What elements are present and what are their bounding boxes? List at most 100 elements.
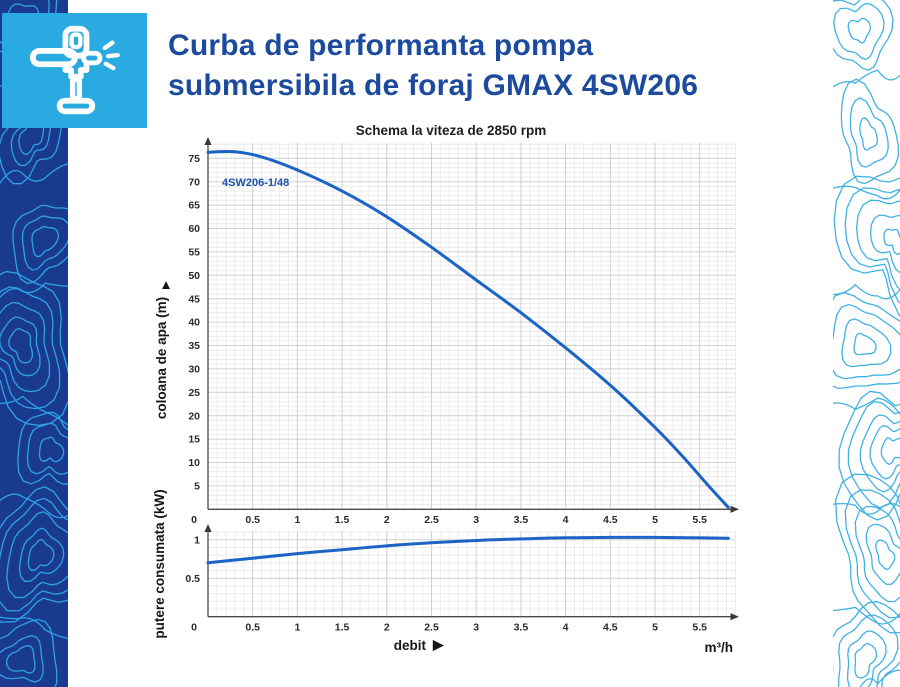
contour-line [0, 616, 68, 640]
x-tick-label: 3 [473, 622, 479, 634]
y-axis-arrow-head: ▲ [159, 277, 172, 292]
topo-contours-right [833, 0, 900, 687]
contour-line [27, 538, 55, 571]
axis-line [207, 529, 734, 618]
y-tick-label: 55 [188, 247, 200, 259]
x-axis-arrowhead [730, 505, 739, 513]
contour-line [8, 328, 33, 364]
series-curve [206, 149, 730, 509]
x-tick-label: 3.5 [514, 514, 529, 526]
impact-sprinkler-icon [29, 25, 120, 114]
contour-line [880, 437, 900, 466]
y-axis-label-power: putere consumata (kW) [152, 489, 167, 638]
x-axis-unit: m³/h [705, 640, 734, 655]
contour-line [12, 204, 68, 285]
contour-line [0, 635, 44, 683]
contour-line [869, 425, 900, 480]
contour-line [0, 486, 68, 623]
contour-line [883, 228, 900, 256]
contour-line [847, 17, 871, 44]
x-tick-label: 2 [384, 514, 390, 526]
contour-line [0, 301, 51, 393]
contour-line [833, 600, 900, 687]
contour-line [844, 187, 900, 304]
contour-line [0, 282, 68, 299]
charts-area: 0 0.5 1 1.5 2 2.5 3 3.5 4 4.5 5 5.5 5 10 15 20 25 30 35 40 4… [150, 112, 770, 667]
contour-line [875, 539, 896, 570]
grid-major [208, 143, 735, 510]
contour-line [833, 185, 900, 200]
contour-line [846, 630, 887, 687]
y-tick-label: 65 [188, 200, 200, 212]
y-tick-label: 35 [188, 340, 200, 352]
y-axis-arrowhead [204, 524, 212, 532]
contour-line [833, 303, 900, 380]
logo-badge [2, 13, 147, 128]
contour-line [833, 397, 900, 416]
x-tick-label: 0.5 [245, 622, 260, 634]
right-topo-pattern [833, 0, 900, 687]
x-tick-label: 5.5 [692, 622, 707, 634]
contour-line [834, 473, 900, 634]
x-tick-label: 2.5 [424, 622, 439, 634]
y-tick-label: 20 [188, 410, 200, 422]
x-axis-arrowhead [730, 613, 739, 621]
x-tick-label: 2 [384, 622, 390, 634]
chart-subtitle: Schema la viteza de 2850 rpm [356, 123, 547, 138]
x-axis-label: debit [394, 638, 427, 653]
contour-line [844, 489, 900, 619]
x-tick-label: 5 [652, 622, 658, 634]
contour-line [18, 527, 65, 582]
y-tick-label: 15 [188, 434, 200, 446]
x-tick-label: 5 [652, 514, 658, 526]
y-tick-label: 50 [188, 270, 200, 282]
grid-minor [208, 531, 736, 617]
contour-line [838, 390, 900, 521]
contour-line [865, 523, 900, 586]
x-tick-label: 1 [294, 514, 300, 526]
y-tick-label: 60 [188, 223, 200, 235]
x-tick-label: 3.5 [514, 622, 529, 634]
contour-line [833, 606, 900, 625]
y-axis-arrowhead [204, 137, 212, 145]
tick-labels-head-chart: 0 0.5 1 1.5 2 2.5 3 3.5 4 4.5 5 5.5 5 10 15 20 25 30 35 40 4… [188, 153, 707, 526]
contour-line [854, 505, 900, 603]
contour-line [31, 226, 60, 258]
contour-line [0, 618, 58, 687]
x-tick-label: 0.5 [245, 514, 260, 526]
y-tick-label: 0.5 [185, 573, 200, 585]
x-tick-label: 4 [563, 622, 569, 634]
contour-line [833, 0, 894, 71]
contour-line [840, 78, 900, 185]
origin-tick-label: 0 [191, 514, 197, 526]
y-tick-label: 40 [188, 317, 200, 329]
x-tick-label: 1.5 [335, 622, 350, 634]
grid-head-chart [208, 143, 736, 510]
contour-line [6, 644, 36, 674]
contour-line [859, 414, 900, 493]
contour-line [21, 215, 68, 271]
series-curves [206, 149, 730, 565]
y-tick-label: 75 [188, 153, 200, 165]
contour-line [0, 497, 68, 612]
contour-line [0, 163, 68, 185]
grid-major [208, 531, 735, 617]
contour-line [833, 283, 900, 300]
contour-line [0, 493, 68, 519]
x-tick-label: 1 [294, 622, 300, 634]
contour-line [0, 395, 68, 426]
contour-line [0, 286, 61, 410]
page-title: Curba de performanta pompa submersibila … [168, 26, 808, 105]
contour-line [0, 316, 41, 377]
contour-line [833, 291, 900, 390]
x-axis-arrow-icon: ▶ [432, 637, 445, 652]
contour-line [847, 400, 900, 509]
y-tick-label: 25 [188, 387, 200, 399]
contour-line [26, 422, 68, 475]
series-curve [206, 535, 730, 565]
y-tick-label: 5 [194, 481, 200, 493]
grid-power-chart [208, 531, 736, 617]
contour-line [833, 175, 900, 317]
y-tick-label: 1 [194, 534, 200, 546]
